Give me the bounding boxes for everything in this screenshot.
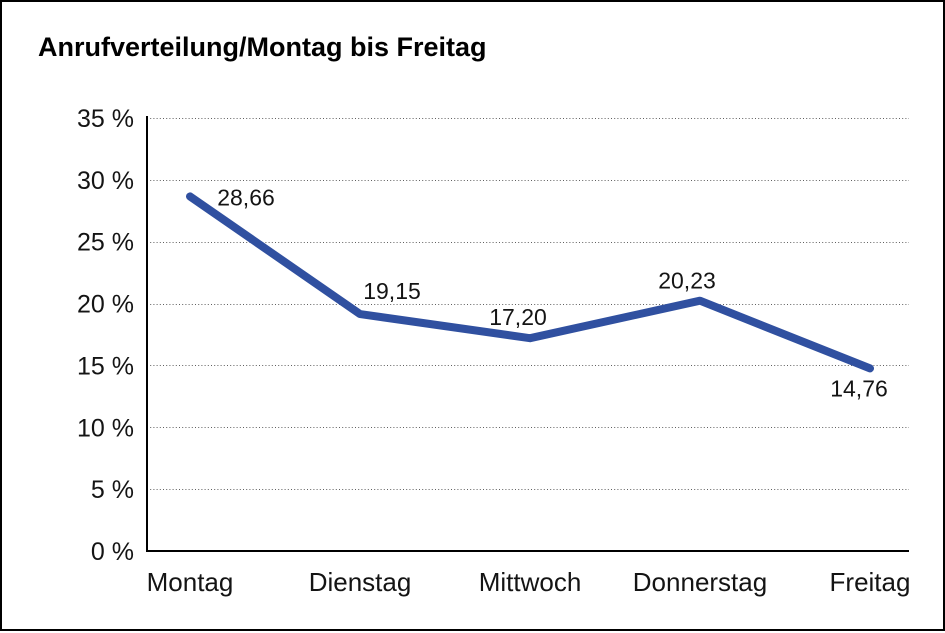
axes	[146, 116, 909, 552]
data-point-label: 19,15	[363, 278, 421, 304]
data-point-label: 28,66	[217, 184, 275, 210]
x-category-label: Mittwoch	[479, 567, 582, 597]
data-point-label: 20,23	[658, 268, 716, 294]
y-tick-label: 25 %	[77, 229, 134, 257]
x-category-label: Dienstag	[309, 567, 412, 597]
series-line	[186, 192, 874, 373]
y-tick-label: 35 %	[77, 105, 134, 133]
x-category-label: Donnerstag	[633, 567, 767, 597]
y-tick-label: 10 %	[77, 414, 134, 442]
y-axis-labels: 35 % 30 % 25 % 20 % 15 % 10 % 5 % 0 %	[77, 105, 134, 566]
x-category-label: Freitag	[830, 567, 911, 597]
data-point-label: 14,76	[830, 375, 888, 401]
gridlines	[147, 118, 909, 490]
data-labels: 28,66 19,15 17,20 20,23 14,76	[217, 184, 888, 401]
y-tick-label: 30 %	[77, 167, 134, 195]
y-tick-label: 5 %	[91, 476, 134, 504]
y-tick-label: 15 %	[77, 352, 134, 380]
x-axis-labels: Montag Dienstag Mittwoch Donnerstag Freitag	[147, 567, 911, 597]
chart-title: Anrufverteilung/Montag bis Freitag	[38, 32, 487, 62]
y-tick-label: 0 %	[91, 538, 134, 566]
data-point-label: 17,20	[489, 304, 547, 330]
data-series	[186, 192, 874, 373]
y-tick-label: 20 %	[77, 291, 134, 319]
x-category-label: Montag	[147, 567, 234, 597]
